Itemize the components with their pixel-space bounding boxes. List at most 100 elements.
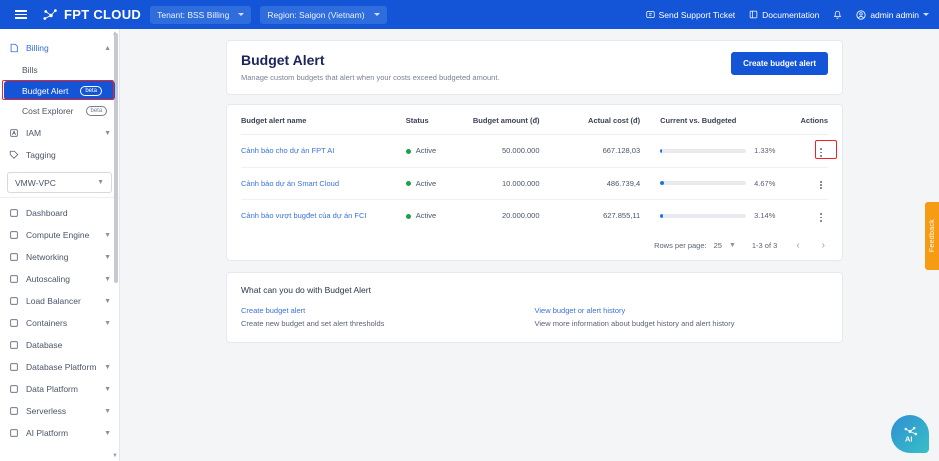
budget-alert-name-link[interactable]: Cảnh báo dự án Smart Cloud — [241, 178, 339, 188]
create-budget-alert-button[interactable]: Create budget alert — [731, 52, 828, 75]
sidebar-item-label: Autoscaling — [26, 274, 70, 284]
column-header-status: Status — [405, 105, 469, 135]
sidebar-item-tagging[interactable]: Tagging — [0, 144, 119, 166]
row-actions-menu-button[interactable] — [814, 179, 828, 191]
sidebar-service-list: Dashboard Compute Engine ▼ Networking ▼ Autos… — [0, 202, 119, 444]
sidebar-item-budget-alert[interactable]: Budget Alert beta — [4, 81, 115, 100]
region-selector[interactable]: Region: Saigon (Vietnam) — [260, 5, 387, 24]
chevron-up-icon: ▲ — [104, 44, 111, 52]
sidebar-item-cost-explorer[interactable]: Cost Explorer beta — [0, 100, 119, 122]
sidebar-scroll-down-icon[interactable]: ▼ — [112, 453, 118, 459]
chart-bar-icon — [8, 208, 19, 219]
cell-budget-amount: 50.000.000 — [468, 134, 572, 168]
table-row: Cảnh báo dự án Smart Cloud Active 10.000.0… — [241, 167, 828, 201]
table-header-row: Budget alert name Status Budget amount (… — [241, 105, 828, 135]
ai-assistant-icon: AI — [904, 426, 918, 444]
row-actions-menu-button[interactable] — [814, 211, 828, 223]
status-badge: Active — [415, 178, 437, 188]
table-pagination: Rows per page: 25 ▼ 1-3 of 3 ‹ › — [241, 232, 828, 260]
rows-per-page-selector[interactable]: Rows per page: 25 ▼ — [654, 241, 736, 250]
pagination-next-button[interactable]: › — [821, 239, 825, 251]
table-row: Cảnh báo cho dự án FPT AI Active 50.000.00… — [241, 134, 838, 168]
cell-budget-amount: 20.000.000 — [501, 211, 540, 221]
tenant-label: Tenant: BSS Billing — [157, 9, 230, 20]
bell-icon — [834, 10, 842, 19]
row-actions-menu-button[interactable] — [814, 146, 828, 158]
progress-bar — [660, 181, 747, 186]
sidebar-item-label: Database — [26, 340, 63, 350]
budget-alert-table-card: Budget alert name Status Budget amount (… — [226, 104, 843, 261]
progress-bar — [660, 148, 747, 153]
sidebar-item-label: Compute Engine — [26, 230, 90, 240]
user-account-menu[interactable]: admin admin — [856, 10, 929, 20]
sidebar-item-billing[interactable]: Billing ▲ — [0, 37, 119, 59]
vpc-selector-value: VMW-VPC — [15, 177, 56, 188]
view-budget-history-description: View more information about budget histo… — [534, 318, 735, 328]
sidebar-item-compute-engine[interactable]: Compute Engine ▼ — [0, 224, 119, 246]
sidebar-item-bills[interactable]: Bills — [0, 59, 119, 81]
status-badge: Active — [415, 146, 437, 156]
notifications-button[interactable] — [833, 10, 842, 20]
page-title: Budget Alert — [241, 52, 325, 68]
info-panel-left-column: Create budget alert Create new budget an… — [241, 306, 535, 328]
sidebar-item-data-platform[interactable]: Data Platform ▼ — [0, 378, 119, 400]
cell-budget-alert-name: Cảnh báo vượt bugđet của dự án FCI — [241, 200, 406, 232]
sidebar-item-database[interactable]: Database — [0, 334, 119, 356]
sidebar-item-networking[interactable]: Networking ▼ — [0, 246, 119, 268]
sidebar-item-label: Containers — [26, 318, 68, 328]
info-panel-title: What can you do with Budget Alert — [241, 284, 371, 295]
cell-budget-alert-name: Cảnh báo dự án Smart Cloud — [241, 167, 406, 201]
sidebar-item-label: Load Balancer — [26, 296, 81, 306]
pagination-range-label: 1-3 of 3 — [751, 240, 778, 250]
sidebar-item-serverless[interactable]: Serverless ▼ — [0, 400, 119, 422]
database-icon — [8, 340, 19, 351]
feedback-tab[interactable]: Feedback — [925, 202, 939, 270]
sidebar-item-cost-explorer-label: Cost Explorer — [22, 106, 74, 116]
sidebar-item-billing-label: Billing — [26, 43, 49, 53]
create-budget-alert-link[interactable]: Create budget alert — [241, 305, 306, 315]
table-row: Cảnh báo vượt bugđet của dự án FCI Active… — [241, 200, 828, 232]
cell-actual-cost: 627.855,11 — [603, 211, 641, 221]
hamburger-menu-icon[interactable] — [6, 10, 36, 19]
sidebar-scrollbar[interactable] — [114, 33, 118, 283]
sidebar-item-iam[interactable]: IAM ▼ — [0, 122, 119, 144]
pagination-prev-button[interactable]: ‹ — [796, 239, 800, 251]
sidebar-item-tagging-label: Tagging — [26, 150, 56, 160]
building-icon — [8, 274, 19, 285]
chevron-down-icon: ▼ — [104, 297, 111, 305]
tenant-selector[interactable]: Tenant: BSS Billing — [150, 5, 252, 24]
chevron-down-icon: ▼ — [104, 319, 111, 327]
progress-percent-label: 1.33% — [754, 146, 776, 156]
column-header-actions: Actions — [800, 105, 828, 135]
sidebar-item-label: Networking — [26, 252, 69, 262]
sidebar-item-autoscaling[interactable]: Autoscaling ▼ — [0, 268, 119, 290]
chevron-down-icon: ▼ — [104, 253, 111, 261]
sidebar-item-database-platform[interactable]: Database Platform ▼ — [0, 356, 119, 378]
sidebar-item-dashboard[interactable]: Dashboard — [0, 202, 119, 224]
svg-text:AI: AI — [905, 435, 913, 444]
sidebar-item-ai-platform[interactable]: AI Platform ▼ — [0, 422, 119, 444]
sidebar-item-iam-label: IAM — [26, 128, 42, 138]
sidebar-item-containers[interactable]: Containers ▼ — [0, 312, 119, 334]
view-budget-history-link[interactable]: View budget or alert history — [534, 305, 626, 315]
rows-per-page-value: 25 — [713, 240, 722, 250]
chevron-down-icon: ▼ — [104, 385, 111, 393]
chevron-down-icon: ▼ — [104, 129, 111, 137]
sidebar-item-load-balancer[interactable]: Load Balancer ▼ — [0, 290, 119, 312]
tag-icon — [8, 150, 19, 161]
vpc-selector[interactable]: VMW-VPC ▼ — [7, 172, 112, 193]
send-support-ticket-button[interactable]: Send Support Ticket — [645, 10, 735, 20]
top-navigation-bar: FPT CLOUD Tenant: BSS Billing Region: Sa… — [0, 0, 939, 29]
documentation-button[interactable]: Documentation — [749, 10, 819, 20]
cell-status: Active — [405, 167, 469, 201]
document-icon — [8, 43, 19, 54]
chevron-down-icon — [923, 13, 929, 16]
status-badge: Active — [415, 211, 437, 221]
chevron-down-icon: ▼ — [104, 231, 111, 239]
budget-alert-name-link[interactable]: Cảnh báo cho dự án FPT AI — [241, 146, 335, 156]
page-header-card: Budget Alert Manage custom budgets that … — [226, 40, 843, 95]
cell-actions — [800, 200, 828, 232]
chevron-down-icon: ▼ — [104, 429, 111, 437]
budget-alert-name-link[interactable]: Cảnh báo vượt bugđet của dự án FCI — [241, 211, 367, 221]
ai-assistant-button[interactable]: AI — [891, 415, 929, 453]
